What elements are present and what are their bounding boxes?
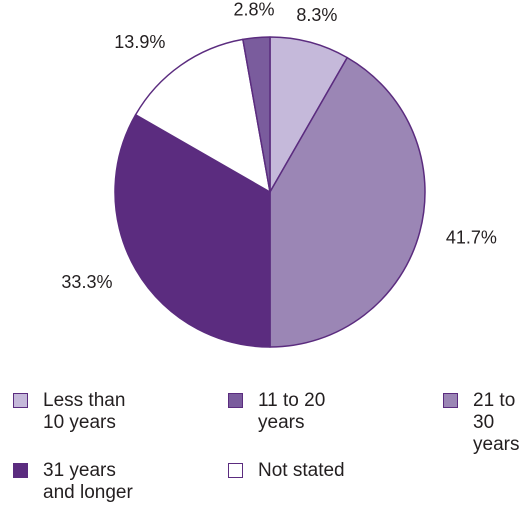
pie-value-label: 33.3% <box>61 272 112 292</box>
pie-slice-31-years-and-longer <box>114 114 271 348</box>
pie-value-labels: 8.3% 41.7% 33.3% 13.9% 2.8% <box>61 0 496 292</box>
pie-slice-21-to-30-years <box>269 56 426 348</box>
pie-slice-not-stated <box>134 38 271 193</box>
pie-slice-11-to-20-years <box>242 36 271 193</box>
pie-value-label: 13.9% <box>114 32 165 52</box>
pie-value-label: 8.3% <box>296 5 337 25</box>
pie-value-label: 41.7% <box>446 228 497 248</box>
pie-slices <box>114 36 426 348</box>
pie-value-label: 2.8% <box>233 0 274 19</box>
